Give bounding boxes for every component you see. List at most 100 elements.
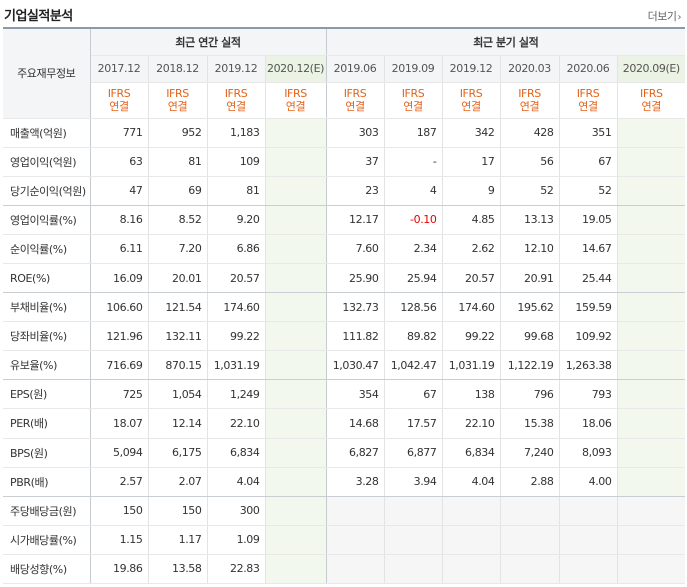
quarter-period-header: 2020.09(E) (617, 55, 686, 83)
annual-value-cell: 106.60 (90, 292, 149, 323)
quarter-value-cell (500, 525, 560, 555)
quarter-value-cell: 99.22 (442, 321, 501, 352)
table-row: 영업이익률(%) 8.16 8.52 9.20 12.17 -0.10 4.85 13.13 1… (3, 205, 686, 235)
basis-consolidation: 연결 (641, 100, 662, 113)
annual-value-cell (265, 496, 327, 526)
table-row: 매출액(억원) 771 952 1,183 303 187 342 428 351 (3, 118, 686, 148)
quarter-value-cell (384, 496, 443, 526)
basis-standard: IFRS (401, 87, 425, 100)
annual-period-header: 2020.12(E) (265, 55, 327, 83)
quarter-value-cell: 14.67 (559, 234, 618, 264)
row-label: PBR(배) (3, 467, 91, 497)
quarter-value-cell: 9 (442, 176, 501, 206)
quarter-period-header: 2019.06 (326, 55, 385, 83)
annual-value-cell: 771 (90, 118, 149, 148)
quarter-value-cell: 1,030.47 (326, 350, 385, 381)
annual-value-cell: 1,031.19 (207, 350, 266, 381)
annual-value-cell: 150 (90, 496, 149, 526)
annual-period-header: 2018.12 (148, 55, 208, 83)
annual-value-cell (265, 554, 327, 585)
table-row: 순이익률(%) 6.11 7.20 6.86 7.60 2.34 2.62 12.10 14.6… (3, 234, 686, 264)
quarter-value-cell: 2.62 (442, 234, 501, 264)
basis-standard: IFRS (107, 87, 131, 100)
row-label: 영업이익률(%) (3, 205, 91, 235)
annual-value-cell: 9.20 (207, 205, 266, 235)
quarter-value-cell: 12.10 (500, 234, 560, 264)
accounting-basis-header: IFRS 연결 (326, 82, 385, 119)
row-label: 매출액(억원) (3, 118, 91, 148)
annual-value-cell: 81 (148, 147, 208, 177)
annual-value-cell (265, 321, 327, 352)
quarter-value-cell (617, 467, 686, 497)
quarter-value-cell: 793 (559, 379, 618, 410)
annual-value-cell: 1,054 (148, 379, 208, 410)
quarter-value-cell: 2.88 (500, 467, 560, 497)
accounting-basis-header: IFRS 연결 (90, 82, 149, 119)
quarter-value-cell (617, 350, 686, 381)
accounting-basis-header: IFRS 연결 (442, 82, 501, 119)
more-link[interactable]: 더보기› (648, 8, 682, 24)
annual-value-cell: 20.57 (207, 263, 266, 294)
annual-value-cell: 18.07 (90, 408, 149, 439)
quarter-value-cell: 351 (559, 118, 618, 148)
annual-value-cell: 81 (207, 176, 266, 206)
quarter-value-cell (617, 321, 686, 352)
table-row: 유보율(%) 716.69 870.15 1,031.19 1,030.47 1,042.… (3, 350, 686, 381)
annual-value-cell: 1,249 (207, 379, 266, 410)
quarter-value-cell: 52 (559, 176, 618, 206)
quarter-value-cell: 17.57 (384, 408, 443, 439)
quarter-value-cell: 56 (500, 147, 560, 177)
quarter-value-cell (500, 554, 560, 585)
quarter-value-cell: 2.34 (384, 234, 443, 264)
quarter-value-cell (617, 554, 686, 585)
table-row: 부채비율(%) 106.60 121.54 174.60 132.73 128.56 174… (3, 292, 686, 323)
annual-value-cell: 1.15 (90, 525, 149, 555)
annual-value-cell: 1,183 (207, 118, 266, 148)
quarter-value-cell: 25.90 (326, 263, 385, 294)
section-title: 기업실적분석 (4, 9, 73, 24)
annual-value-cell: 99.22 (207, 321, 266, 352)
annual-value-cell (265, 234, 327, 264)
quarter-value-cell: 17 (442, 147, 501, 177)
annual-value-cell: 16.09 (90, 263, 149, 294)
annual-value-cell: 69 (148, 176, 208, 206)
basis-consolidation: 연결 (167, 100, 188, 113)
quarter-value-cell (617, 408, 686, 439)
table-row: 영업이익(억원) 63 81 109 37-17 56 67 (3, 147, 686, 177)
quarter-value-cell (617, 438, 686, 468)
table-row: BPS(원) 5,094 6,175 6,834 6,827 6,877 6,834 7,24… (3, 438, 686, 468)
basis-consolidation: 연결 (519, 100, 540, 113)
quarter-value-cell (617, 292, 686, 323)
quarter-value-cell (442, 525, 501, 555)
annual-value-cell: 725 (90, 379, 149, 410)
row-label: 주당배당금(원) (3, 496, 91, 526)
annual-value-cell: 121.96 (90, 321, 149, 352)
quarter-value-cell (617, 234, 686, 264)
annual-value-cell (265, 292, 327, 323)
basis-standard: IFRS (518, 87, 541, 100)
financial-summary-table: 주요재무정보 최근 연간 실적 최근 분기 실적 2017.12 2018.12 2… (3, 27, 686, 585)
quarter-value-cell: 1,031.19 (442, 350, 501, 381)
quarter-value-cell (559, 525, 618, 555)
annual-period-header: 2019.12 (207, 55, 266, 83)
annual-period-header: 2017.12 (90, 55, 149, 83)
annual-value-cell: 132.11 (148, 321, 208, 352)
row-label: 당좌비율(%) (3, 321, 91, 352)
basis-consolidation: 연결 (226, 100, 246, 113)
quarter-value-cell: -0.10 (384, 205, 443, 235)
row-label: 순이익률(%) (3, 234, 91, 264)
quarter-period-header: 2020.06 (559, 55, 618, 83)
quarter-value-cell: 1,122.19 (500, 350, 560, 381)
quarter-value-cell: 8,093 (559, 438, 618, 468)
annual-value-cell: 8.52 (148, 205, 208, 235)
annual-value-cell (265, 467, 327, 497)
quarter-value-cell: 187 (384, 118, 443, 148)
annual-value-cell: 952 (148, 118, 208, 148)
quarter-value-cell: 6,827 (326, 438, 385, 468)
quarter-value-cell: 37 (326, 147, 385, 177)
quarter-value-cell: 132.73 (326, 292, 385, 323)
row-label: PER(배) (3, 408, 91, 439)
quarter-value-cell: 67 (559, 147, 618, 177)
quarter-value-cell (559, 496, 618, 526)
quarter-value-cell: 25.94 (384, 263, 443, 294)
